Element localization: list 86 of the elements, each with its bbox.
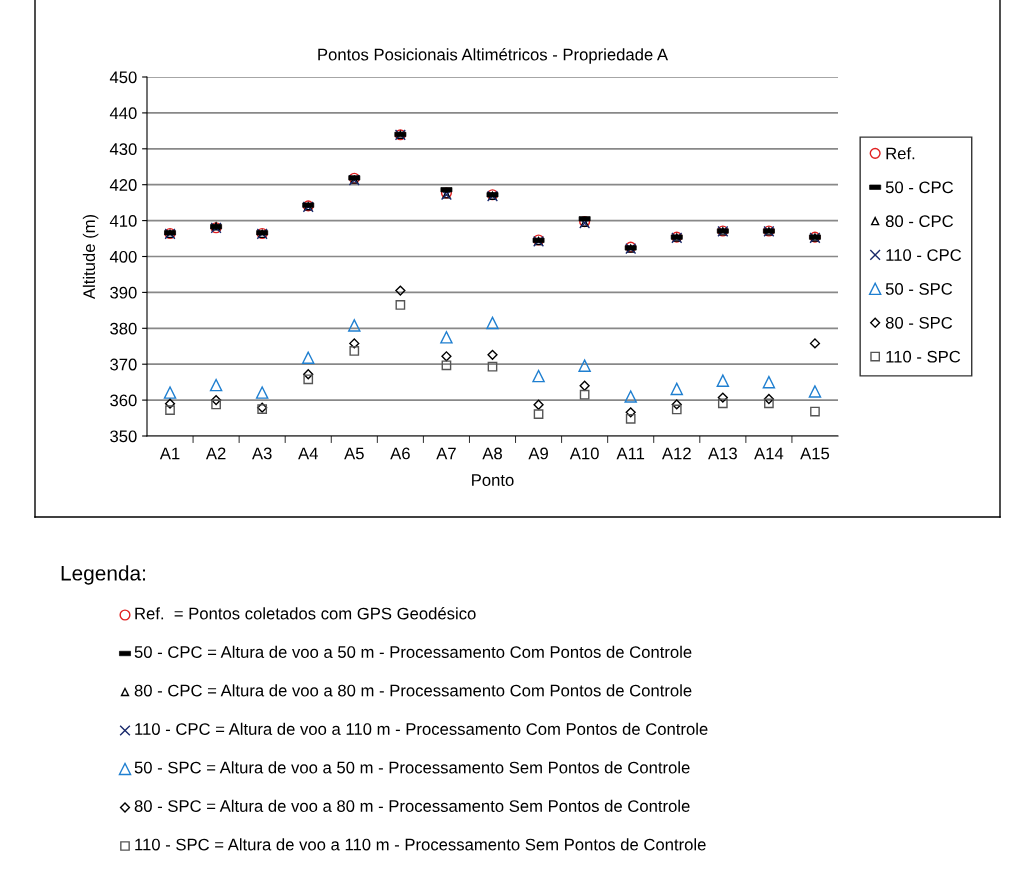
point [670, 382, 684, 396]
y-tick-label: 380 [110, 322, 137, 335]
point [348, 319, 361, 332]
point [487, 361, 498, 372]
text: 50 - SPC = Altura de voo a 50 m - Processamento Sem Pontos de Controle [134, 761, 690, 774]
point [255, 386, 269, 399]
y-tick-label: 430 [109, 143, 137, 155]
x-tick-label: A1 [159, 447, 180, 460]
x-tick-label: A3 [252, 447, 272, 460]
x-axis-title: Ponto [472, 474, 514, 486]
text: 50 - CPC = Altura de voo a 50 m - Processamento Com Pontos de Controle [134, 645, 692, 658]
x-tick-label: A6 [390, 447, 410, 460]
x-tick-label: A4 [298, 447, 318, 460]
x-tick-label: A15 [800, 447, 830, 460]
point [163, 386, 177, 399]
y-tick-label: 360 [110, 394, 137, 407]
point [209, 378, 223, 392]
y-tick-label: 450 [109, 71, 137, 84]
y-tick-label: 370 [110, 358, 137, 371]
legend-label: 50 - CPC [885, 181, 954, 194]
point [533, 409, 544, 419]
point [301, 351, 315, 364]
text: 80 - SPC = Altura de voo a 80 m - Processamento Sem Pontos de Controle [134, 799, 690, 812]
point [716, 374, 730, 387]
y-tick-label: 390 [110, 286, 137, 299]
point [717, 392, 728, 403]
legend-label: 80 - CPC [885, 215, 954, 228]
legend-label: 50 - SPC [885, 283, 953, 295]
point [211, 399, 221, 410]
point [349, 338, 360, 349]
point [487, 349, 498, 360]
point [625, 413, 636, 424]
point [486, 316, 499, 330]
point [671, 404, 682, 415]
point [210, 394, 222, 406]
x-tick-label: A2 [205, 447, 226, 460]
point [625, 407, 636, 418]
point [164, 398, 176, 409]
text: 80 - CPC = Altura de voo a 80 m - Processamento Com Pontos de Controle [134, 684, 692, 697]
point [533, 399, 544, 410]
point [624, 390, 637, 403]
text: Ref. = Pontos coletados com GPS Geodésico [135, 607, 476, 620]
point [532, 369, 545, 383]
x-tick-label: A13 [708, 447, 737, 460]
point [578, 359, 591, 372]
point [349, 346, 360, 356]
point [809, 338, 821, 349]
y-tick-label: 350 [110, 430, 137, 443]
y-tick-label: 400 [109, 250, 137, 263]
point [717, 398, 728, 409]
point [579, 389, 590, 400]
point [395, 300, 406, 310]
x-tick-label: A14 [754, 447, 784, 460]
point [165, 405, 175, 416]
point [440, 331, 453, 344]
point [395, 285, 406, 296]
x-tick-label: A12 [661, 447, 691, 460]
legend-label: 110 - SPC [886, 350, 961, 363]
x-tick-label: A8 [482, 447, 502, 460]
point [441, 360, 452, 371]
point [441, 351, 452, 362]
point [762, 375, 776, 389]
y-tick-label: 410 [109, 215, 137, 227]
legend-label: 110 - CPC [886, 249, 962, 261]
point [303, 369, 314, 380]
point [763, 393, 775, 405]
y-tick-label: 420 [109, 179, 137, 191]
x-tick-label: A5 [344, 447, 364, 460]
point [764, 398, 774, 409]
x-tick-label: A10 [569, 447, 599, 460]
y-axis-title: Altitude (m) [82, 214, 99, 300]
text: Legenda: [61, 565, 145, 585]
point [579, 380, 590, 391]
legend-label: 80 - SPC [885, 316, 953, 329]
y-tick-label: 440 [109, 107, 137, 120]
point [303, 374, 314, 385]
text: 110 - CPC = Altura de voo a 110 m - Processamento Com Pontos de Controle [135, 722, 708, 735]
legend-label: Ref. [886, 147, 915, 160]
x-tick-label: A11 [616, 447, 645, 460]
point [671, 399, 682, 410]
chart-title: Pontos Posicionais Altimétricos - Propriedade A [318, 48, 669, 64]
x-tick-label: A9 [528, 447, 548, 460]
point [808, 385, 822, 398]
text: 110 - SPC = Altura de voo a 110 m - Processamento Sem Pontos de Controle [135, 838, 706, 851]
point [810, 406, 820, 417]
x-tick-label: A7 [436, 447, 456, 460]
